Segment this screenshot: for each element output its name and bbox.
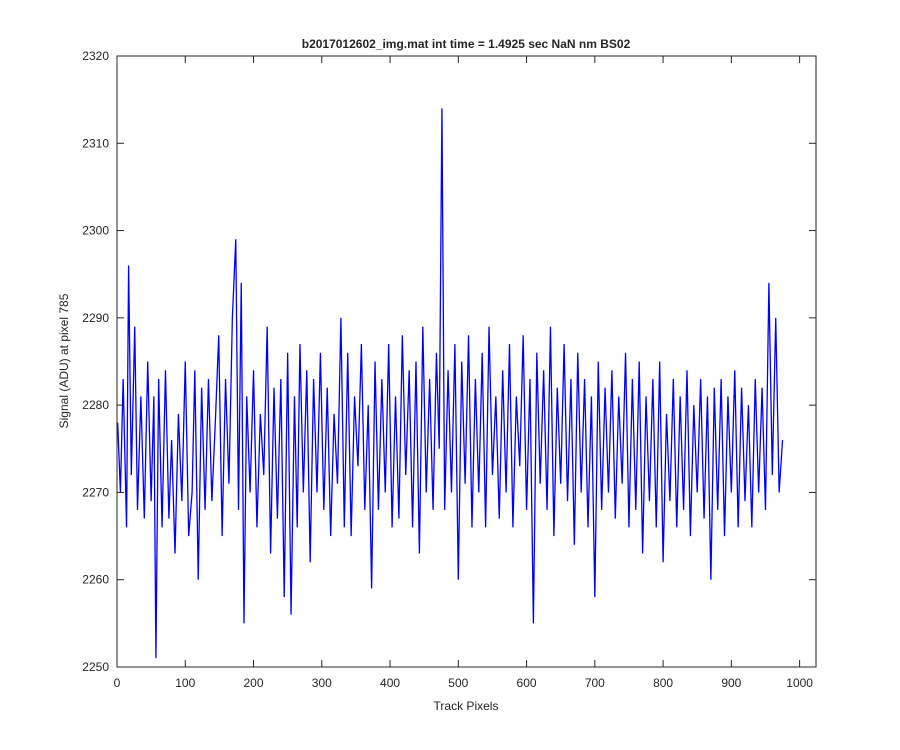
plot-frame <box>116 55 817 668</box>
x-tick-label: 200 <box>244 676 264 690</box>
x-tick-label: 400 <box>380 676 400 690</box>
y-tick-label: 2320 <box>82 49 109 63</box>
x-tick-label: 100 <box>175 676 195 690</box>
data-line <box>117 108 784 659</box>
x-tick-label: 800 <box>653 676 673 690</box>
x-tick-label: 500 <box>448 676 468 690</box>
y-tick-label: 2250 <box>82 660 109 674</box>
x-tick-label: 900 <box>721 676 741 690</box>
x-axis-label: Track Pixels <box>434 699 499 713</box>
y-tick-label: 2280 <box>82 398 109 412</box>
x-tick-label: 1000 <box>786 676 813 690</box>
x-tick-label: 700 <box>585 676 605 690</box>
x-tick-label: 300 <box>312 676 332 690</box>
y-axis-label: Signal (ADU) at pixel 785 <box>57 293 71 428</box>
y-tick-label: 2270 <box>82 485 109 499</box>
x-tick-label: 600 <box>517 676 537 690</box>
y-tick-label: 2300 <box>82 224 109 238</box>
y-tick-label: 2310 <box>82 136 109 150</box>
y-tick-label: 2260 <box>82 573 109 587</box>
y-tick-label: 2290 <box>82 311 109 325</box>
x-tick-label: 0 <box>114 676 121 690</box>
chart-title: b2017012602_img.mat int time = 1.4925 se… <box>302 37 631 51</box>
